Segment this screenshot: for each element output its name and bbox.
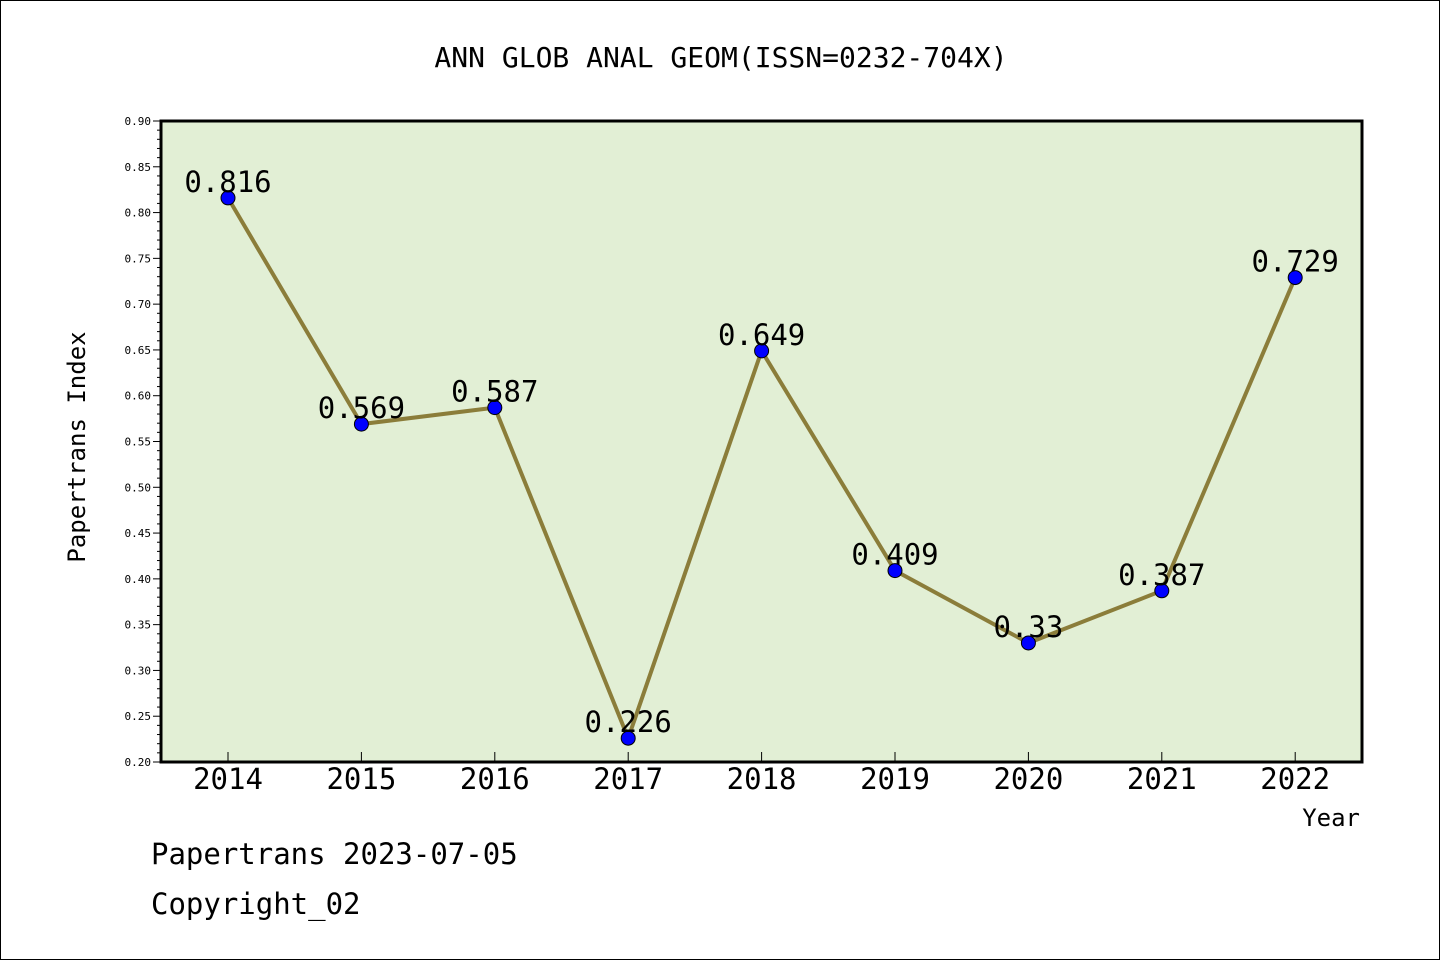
y-axis-label: Papertrans Index [63, 331, 91, 562]
data-label: 0.649 [718, 318, 805, 352]
y-tick-label: 0.85 [125, 161, 152, 174]
data-label: 0.387 [1118, 558, 1205, 592]
x-tick-label: 2021 [1127, 762, 1197, 796]
y-tick-label: 0.75 [125, 252, 152, 265]
y-tick-label: 0.25 [125, 710, 152, 723]
data-labels: 0.816 0.569 0.587 0.226 0.649 0.409 0.33 0.387 0… [184, 165, 1339, 739]
data-label: 0.569 [318, 391, 405, 425]
y-tick-label: 0.50 [125, 481, 152, 494]
y-tick-label: 0.80 [125, 207, 152, 220]
data-label: 0.33 [993, 610, 1063, 644]
y-tick-label: 0.90 [125, 115, 152, 128]
data-label: 0.729 [1252, 245, 1339, 279]
data-label: 0.226 [585, 705, 672, 739]
x-tick-label: 2022 [1260, 762, 1330, 796]
chart-title: ANN GLOB ANAL GEOM(ISSN=0232-704X) [434, 41, 1007, 74]
y-tick-label: 0.20 [125, 756, 152, 769]
y-tick-label: 0.30 [125, 664, 152, 677]
data-label: 0.587 [451, 375, 538, 409]
y-tick-label: 0.35 [125, 619, 152, 632]
data-point [1020, 635, 1036, 651]
data-point [754, 343, 770, 359]
x-tick-label: 2015 [326, 762, 396, 796]
x-tick-label: 2016 [460, 762, 530, 796]
data-point [353, 416, 369, 432]
data-point [887, 563, 903, 579]
x-tick-label: 2020 [993, 762, 1063, 796]
y-tick-label: 0.60 [125, 390, 152, 403]
data-point [620, 730, 636, 746]
data-point [220, 190, 236, 206]
data-point [1154, 583, 1170, 599]
y-tick-label: 0.45 [125, 527, 152, 540]
x-axis-label: Year [1302, 804, 1360, 832]
data-point [1287, 270, 1303, 286]
plot-area [159, 119, 1364, 764]
x-tick-label: 2018 [727, 762, 797, 796]
y-tick-label: 0.55 [125, 436, 152, 449]
copyright-text: Copyright_02 [151, 887, 361, 921]
data-points [220, 190, 1303, 746]
x-tick-label: 2014 [193, 762, 263, 796]
y-tick-label: 0.40 [125, 573, 152, 586]
y-tick-label: 0.70 [125, 298, 152, 311]
y-axis-ticks: 0.20 0.25 0.30 0.35 0.40 0.45 0.50 0.55 0.60 0.65… [125, 115, 161, 769]
source-date-text: Papertrans 2023-07-05 [151, 837, 518, 871]
data-label: 0.816 [184, 165, 271, 199]
y-tick-label: 0.65 [125, 344, 152, 357]
x-tick-label: 2019 [860, 762, 930, 796]
x-tick-label: 2017 [593, 762, 663, 796]
data-point [487, 400, 503, 416]
data-label: 0.409 [851, 538, 938, 572]
x-axis-ticks: 2014 2015 2016 2017 2018 2019 2020 2021 2022 [193, 752, 1330, 796]
